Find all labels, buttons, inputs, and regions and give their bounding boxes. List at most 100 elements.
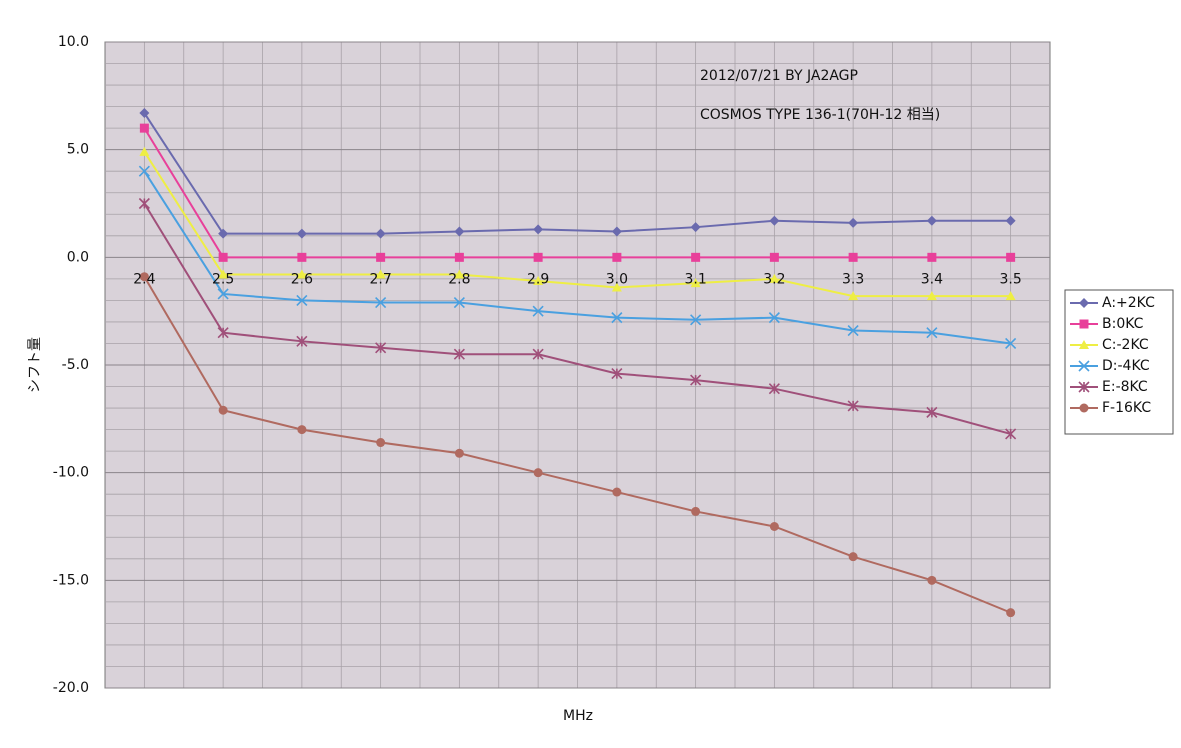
- marker: [691, 506, 701, 516]
- marker: [927, 575, 937, 585]
- x-tick-label: 2.9: [527, 271, 549, 287]
- series-line: [143, 151, 1011, 298]
- legend-label: E:-8KC: [1102, 379, 1148, 395]
- x-tick-label: 3.4: [921, 271, 943, 287]
- marker: [217, 288, 229, 300]
- marker: [927, 252, 937, 262]
- marker: [926, 291, 937, 301]
- grid: [105, 41, 1050, 689]
- marker: [612, 487, 622, 497]
- marker: [769, 273, 780, 283]
- x-tick-label: 3.1: [684, 271, 706, 287]
- marker: [296, 335, 308, 347]
- y-tick-label: -15.0: [53, 572, 89, 588]
- marker: [533, 468, 543, 478]
- marker: [138, 197, 150, 210]
- series-line: [143, 112, 1011, 235]
- annotation: COSMOS TYPE 136-1(70H-12 相当): [700, 107, 940, 123]
- marker: [847, 324, 859, 337]
- marker: [926, 327, 938, 339]
- legend-label: C:-2KC: [1102, 337, 1149, 353]
- marker: [297, 252, 307, 262]
- marker: [533, 252, 543, 262]
- x-tick-label: 3.5: [999, 271, 1021, 287]
- marker: [296, 294, 308, 306]
- marker: [768, 383, 780, 395]
- annotation: 2012/07/21 BY JA2AGP: [700, 68, 858, 84]
- x-tick-label: 2.6: [291, 271, 313, 287]
- marker: [533, 224, 544, 235]
- marker: [926, 215, 937, 226]
- marker: [611, 312, 623, 324]
- x-axis-label: MHz: [563, 708, 593, 724]
- marker: [139, 146, 150, 156]
- y-tick-label: 0.0: [67, 249, 89, 265]
- marker: [296, 228, 307, 239]
- marker: [453, 296, 465, 309]
- marker: [848, 291, 859, 301]
- marker: [218, 405, 228, 415]
- y-tick-label: -10.0: [53, 465, 89, 481]
- marker: [375, 296, 387, 309]
- series-line: [143, 202, 1011, 435]
- x-tick-label: 2.5: [212, 271, 234, 287]
- x-tick-label: 2.4: [133, 271, 155, 287]
- marker: [454, 252, 464, 262]
- marker: [218, 269, 229, 279]
- marker: [1006, 608, 1016, 618]
- y-axis-label: シフト量: [27, 337, 43, 393]
- x-tick-label: 3.3: [842, 271, 864, 287]
- marker: [691, 252, 701, 262]
- marker: [848, 552, 858, 562]
- marker: [454, 269, 465, 279]
- legend-label: A:+2KC: [1102, 295, 1155, 311]
- marker: [139, 272, 149, 282]
- marker: [1005, 337, 1017, 350]
- marker: [769, 215, 780, 226]
- legend-marker: [1079, 403, 1089, 413]
- marker: [217, 327, 229, 339]
- marker: [1005, 215, 1016, 226]
- y-tick-label: 5.0: [67, 142, 89, 158]
- series-line: [143, 127, 1011, 259]
- marker: [690, 374, 702, 386]
- marker: [769, 252, 779, 262]
- marker: [375, 342, 387, 354]
- marker: [138, 165, 150, 177]
- marker: [533, 276, 544, 286]
- marker: [690, 278, 701, 288]
- legend-marker: [1078, 381, 1090, 393]
- marker: [848, 217, 859, 228]
- y-tick-label: -5.0: [62, 357, 89, 373]
- legend-label: B:0KC: [1102, 316, 1144, 332]
- marker: [297, 425, 307, 435]
- marker: [611, 226, 622, 237]
- marker: [296, 269, 307, 279]
- marker: [218, 252, 228, 262]
- marker: [612, 252, 622, 262]
- marker: [454, 226, 465, 237]
- series-line: [143, 276, 1012, 614]
- legend-marker: [1079, 340, 1089, 349]
- marker: [139, 123, 149, 133]
- marker: [454, 448, 464, 458]
- marker: [453, 348, 465, 360]
- y-tick-label: -20.0: [53, 680, 89, 696]
- legend-marker: [1079, 319, 1089, 329]
- marker: [376, 252, 386, 262]
- marker: [375, 228, 386, 239]
- marker: [1006, 252, 1016, 262]
- series-line: [143, 170, 1011, 345]
- marker: [375, 269, 386, 279]
- legend-label: D:-4KC: [1102, 358, 1150, 374]
- marker: [611, 368, 623, 380]
- marker: [1005, 291, 1016, 301]
- legend-label: F-16KC: [1102, 400, 1151, 416]
- marker: [532, 305, 544, 317]
- marker: [926, 406, 938, 418]
- x-tick-label: 2.8: [448, 271, 470, 287]
- y-tick-label: 10.0: [58, 34, 89, 50]
- marker: [690, 314, 702, 326]
- legend-marker: [1078, 360, 1090, 372]
- marker: [769, 522, 779, 531]
